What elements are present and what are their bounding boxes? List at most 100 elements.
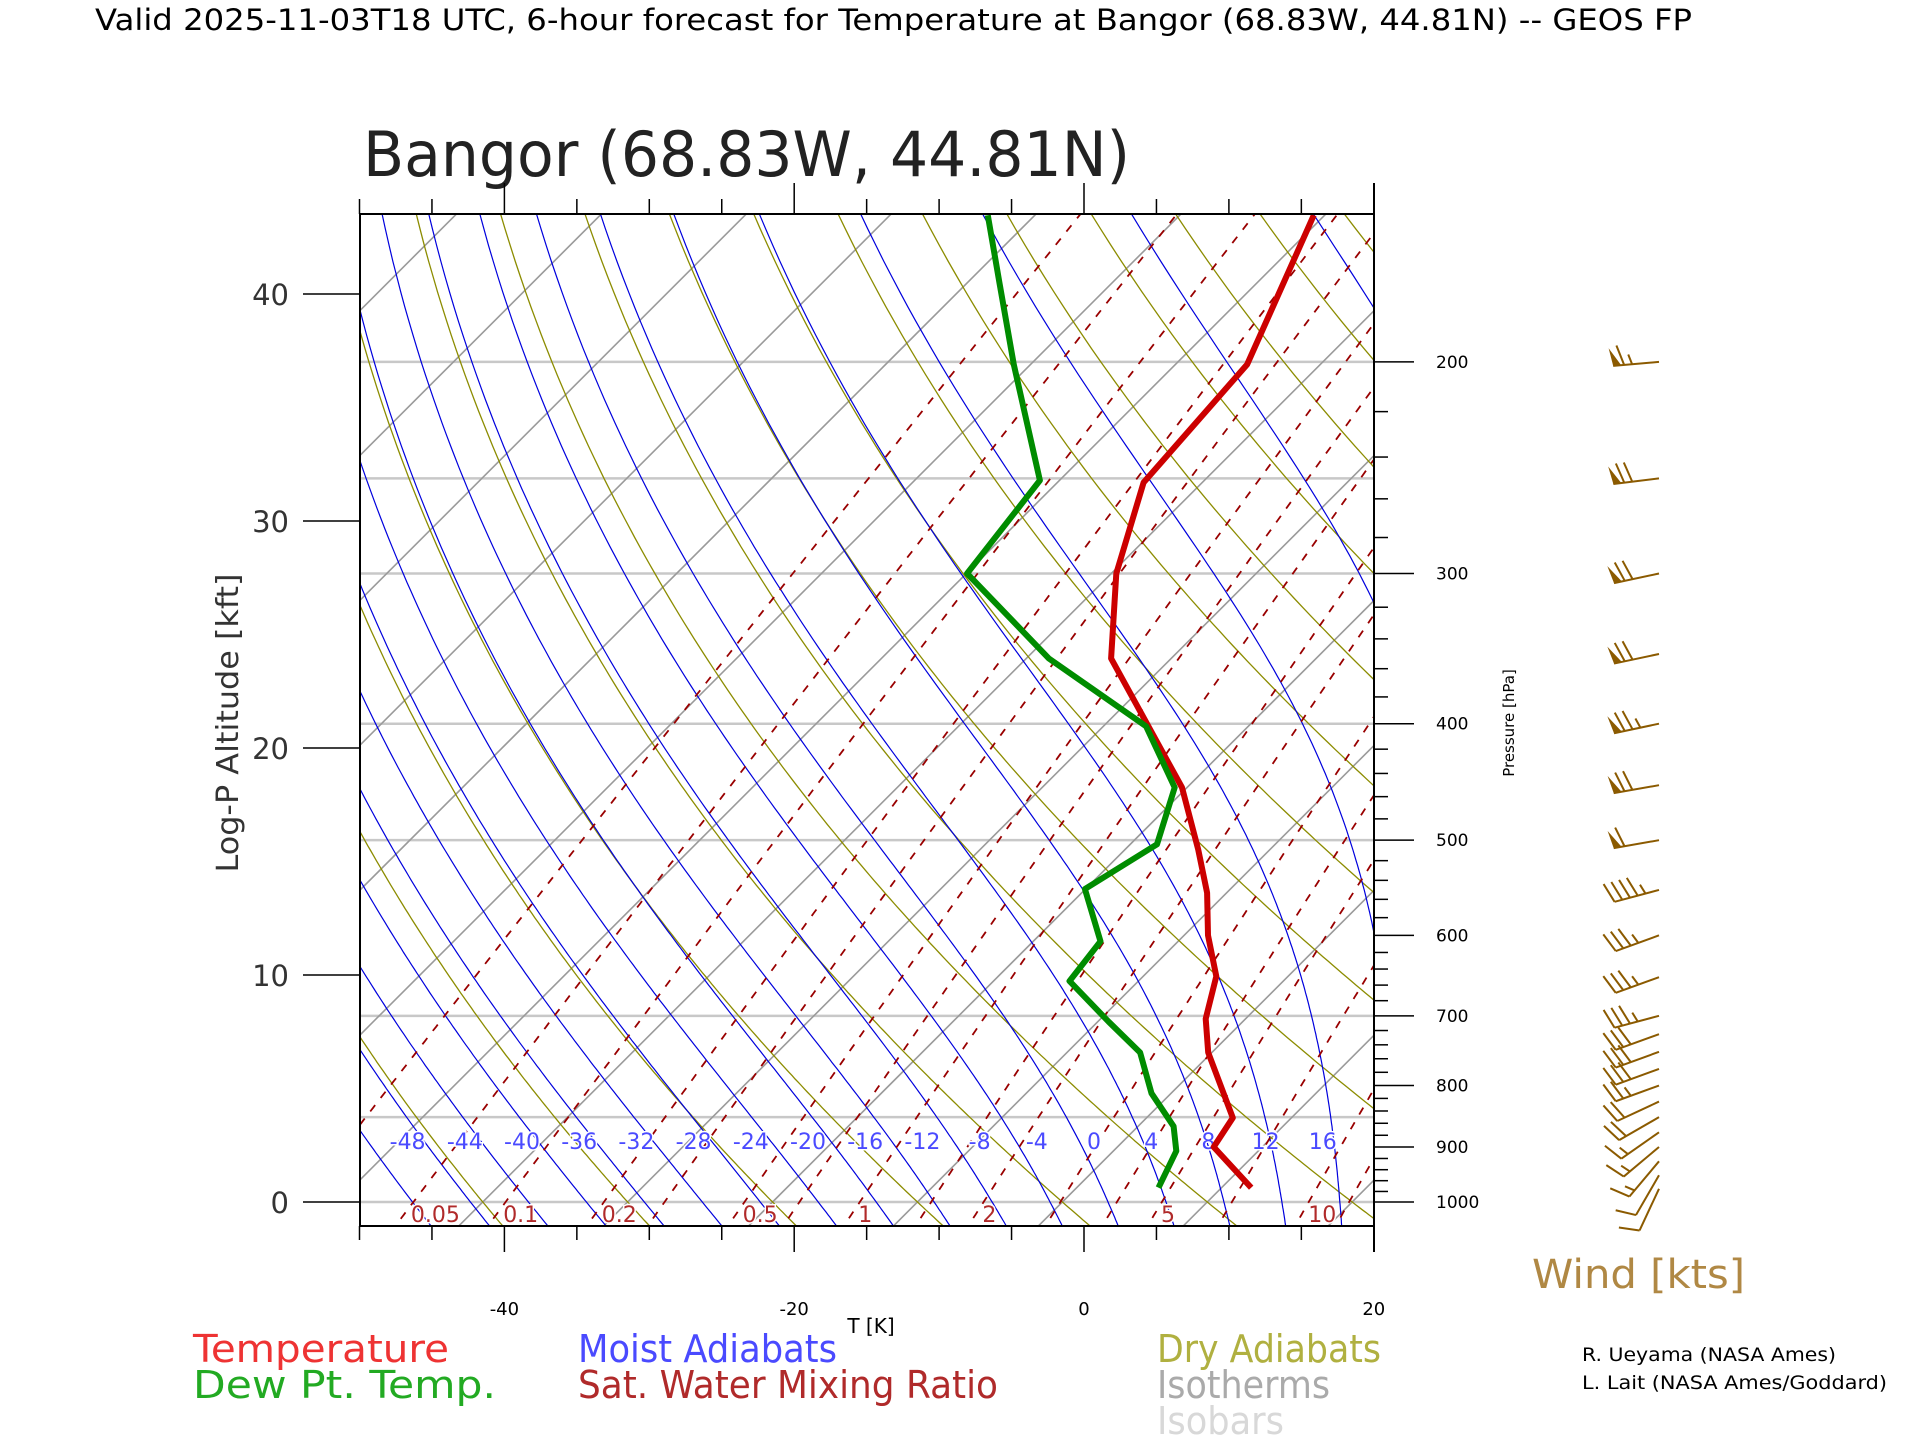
mixing-ratio-line bbox=[967, 612, 1374, 1226]
credit-line-2: L. Lait (NASA Ames/Goddard) bbox=[1582, 1372, 1887, 1394]
wind-barb-feather bbox=[1618, 879, 1631, 899]
moist-adiabat-line bbox=[428, 214, 1007, 1226]
mixing-ratio-line bbox=[1146, 858, 1374, 1226]
moist-adiabat-line bbox=[360, 965, 549, 1226]
wind-barb-feather bbox=[1602, 933, 1617, 952]
wind-barb-half-feather bbox=[1624, 1185, 1635, 1192]
wind-barb-half-feather bbox=[1639, 884, 1647, 895]
isotherm-line bbox=[360, 214, 603, 457]
dry-adiabat-line bbox=[499, 214, 1238, 1226]
moist-adiabat-line bbox=[860, 214, 1343, 1226]
wind-barb-feather bbox=[1609, 1187, 1630, 1198]
wind-barb-half-feather bbox=[1634, 718, 1642, 729]
dry-adiabat-lines bbox=[0, 176, 1920, 1233]
mixing-ratio-label: 0.05 bbox=[411, 1203, 460, 1228]
mixing-ratio-line bbox=[1101, 793, 1374, 1226]
wind-legend-label: Wind [kts] bbox=[1532, 1252, 1745, 1298]
legend-mixing-ratio: Sat. Water Mixing Ratio bbox=[578, 1363, 998, 1407]
wind-barb-staff bbox=[1635, 1174, 1660, 1216]
wind-barb-feather bbox=[1621, 640, 1634, 661]
dry-adiabat-line bbox=[1006, 214, 1374, 681]
isotherm-line bbox=[360, 214, 1183, 1037]
wind-barb-feather bbox=[1602, 1009, 1616, 1029]
moist-adiabat-label: -40 bbox=[504, 1130, 540, 1155]
wind-barb bbox=[1607, 640, 1660, 665]
altitude-tick-label: 0 bbox=[271, 1186, 289, 1220]
wind-barb-half-feather bbox=[1631, 975, 1640, 986]
wind-barb-feather bbox=[1617, 970, 1632, 988]
wind-barb-feather bbox=[1613, 712, 1626, 732]
wind-barb-feather bbox=[1617, 1061, 1632, 1080]
legend-dewpoint: Dew Pt. Temp. bbox=[193, 1363, 496, 1407]
wind-barb-feather bbox=[1605, 1164, 1625, 1178]
page-title: Valid 2025-11-03T18 UTC, 6-hour forecast… bbox=[95, 3, 1692, 37]
mixing-ratio-label: 10 bbox=[1308, 1203, 1336, 1228]
moist-adiabat-line bbox=[360, 1048, 491, 1226]
wind-barb-feather bbox=[1610, 1064, 1625, 1083]
grid-labels: -48 -44 -40 -36 -32 -28 -24 -20 -16 -12 -8 -4 0 4 8 12 1… bbox=[388, 1129, 1338, 1228]
wind-barb-staff bbox=[1615, 1033, 1660, 1051]
dry-adiabat-line bbox=[0, 176, 361, 1233]
moist-adiabat-label: -24 bbox=[733, 1130, 769, 1155]
pressure-tick-label: 500 bbox=[1436, 831, 1468, 851]
isotherm-line bbox=[0, 176, 350, 1233]
wind-barb-staff bbox=[1615, 1050, 1660, 1069]
moist-adiabat-line bbox=[479, 214, 1063, 1226]
moist-adiabat-label: -36 bbox=[561, 1130, 597, 1155]
wind-barb-feather bbox=[1602, 1067, 1617, 1086]
wind-barb-feather bbox=[1602, 975, 1617, 994]
mixing-ratio-line bbox=[1450, 176, 1920, 1233]
isotherm-line bbox=[892, 744, 1374, 1226]
wind-barb-feather bbox=[1614, 827, 1626, 847]
wind-barb-feather bbox=[1613, 562, 1626, 582]
moist-adiabat-label: 16 bbox=[1309, 1130, 1337, 1155]
dry-adiabat-line bbox=[668, 214, 1374, 1110]
moist-adiabat-line bbox=[758, 214, 1287, 1226]
wind-barb-feather bbox=[1603, 1125, 1620, 1141]
dry-adiabat-line bbox=[1090, 214, 1374, 575]
isotherm-line bbox=[602, 454, 1374, 1226]
wind-barb-feather bbox=[1614, 772, 1626, 792]
wind-barb-staff bbox=[1623, 1146, 1660, 1178]
wind-barb-staff bbox=[1628, 1160, 1660, 1198]
wind-barb-feather bbox=[1610, 972, 1625, 991]
wind-barb-feather bbox=[1622, 462, 1634, 483]
pressure-tick-label: 1000 bbox=[1436, 1193, 1479, 1213]
dry-adiabat-line bbox=[1895, 176, 1920, 1233]
legend-dry-adiabats: Dry Adiabats bbox=[1157, 1327, 1381, 1371]
mixing-ratio-line bbox=[842, 457, 1374, 1226]
moist-adiabat-line bbox=[360, 458, 838, 1226]
wind-barb-staff bbox=[1613, 722, 1660, 735]
moist-adiabat-line bbox=[981, 214, 1374, 936]
dry-adiabat-line bbox=[753, 214, 1374, 1002]
wind-barb-pennant bbox=[1607, 646, 1622, 664]
legend: Temperature Dew Pt. Temp. Moist Adiabats… bbox=[192, 1327, 1381, 1440]
x-axis-label: T [K] bbox=[846, 1314, 894, 1338]
wind-barb bbox=[1602, 1061, 1660, 1086]
wind-barb-pennant bbox=[1607, 775, 1622, 794]
wind-barb bbox=[1607, 770, 1660, 795]
dry-adiabat-line bbox=[584, 214, 1374, 1220]
moist-adiabat-line bbox=[360, 307, 895, 1226]
wind-barb bbox=[1602, 1027, 1660, 1051]
wind-barb-feather bbox=[1602, 1083, 1617, 1102]
altitude-tick-label: 40 bbox=[252, 278, 289, 312]
altitude-tick-label: 30 bbox=[252, 505, 289, 539]
legend-isobars: Isobars bbox=[1157, 1399, 1284, 1440]
moist-adiabat-line bbox=[381, 214, 951, 1226]
wind-barb-feather bbox=[1602, 1050, 1617, 1069]
wind-barb bbox=[1602, 1100, 1660, 1122]
wind-barb-feather bbox=[1610, 931, 1625, 949]
mixing-ratio-label: 0.1 bbox=[503, 1203, 538, 1228]
wind-barb bbox=[1603, 1116, 1660, 1142]
wind-barb-feather bbox=[1614, 463, 1626, 484]
wind-barb bbox=[1607, 710, 1660, 735]
mixing-ratio-label: 0.2 bbox=[602, 1203, 637, 1228]
wind-barb bbox=[1608, 462, 1660, 485]
dry-adiabat-line bbox=[360, 830, 651, 1226]
legend-temperature: Temperature bbox=[192, 1327, 449, 1371]
wind-barb bbox=[1602, 1081, 1660, 1103]
mixing-ratio-line bbox=[360, 214, 1082, 1127]
mixing-ratio-label: 1 bbox=[858, 1203, 872, 1228]
moist-adiabat-line bbox=[360, 879, 607, 1226]
